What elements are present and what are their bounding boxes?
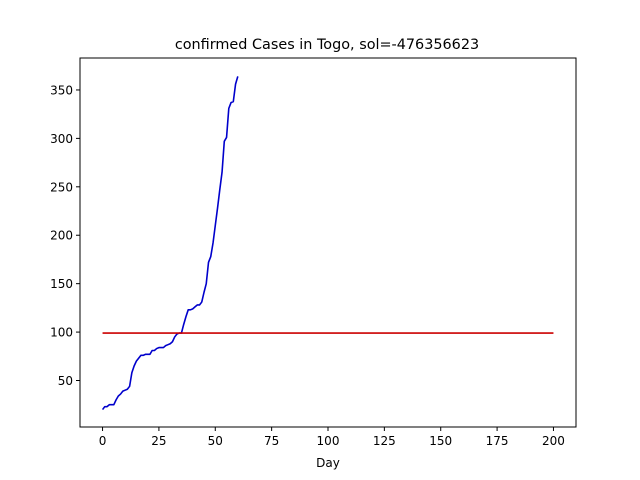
x-tick-label: 50: [208, 434, 223, 448]
y-tick-label: 100: [50, 326, 73, 340]
x-tick-label: 0: [99, 434, 107, 448]
plot-area-frame: [79, 57, 577, 428]
x-tick-label: 200: [542, 434, 565, 448]
series-line-1: [101, 76, 239, 411]
x-axis-label: Day: [316, 456, 340, 470]
x-axis-ticks: 0 25 50 75 100 125 150 175 200: [99, 427, 565, 448]
plot-series-layer: [101, 76, 554, 411]
x-tick-label: 150: [429, 434, 452, 448]
chart-title: confirmed Cases in Togo, sol=-476356623: [175, 37, 479, 53]
x-tick-label: 25: [151, 434, 166, 448]
x-tick-label: 125: [373, 434, 396, 448]
y-tick-label: 150: [50, 277, 73, 291]
x-tick-label: 75: [264, 434, 279, 448]
y-tick-label: 250: [50, 180, 73, 194]
x-tick-label: 100: [317, 434, 340, 448]
y-axis-ticks: 50 100 150 200 250 300 350: [50, 83, 80, 388]
y-tick-label: 300: [50, 132, 73, 146]
y-tick-label: 50: [58, 374, 73, 388]
y-tick-label: 200: [50, 229, 73, 243]
x-tick-label: 175: [486, 434, 509, 448]
y-tick-label: 350: [50, 83, 73, 97]
